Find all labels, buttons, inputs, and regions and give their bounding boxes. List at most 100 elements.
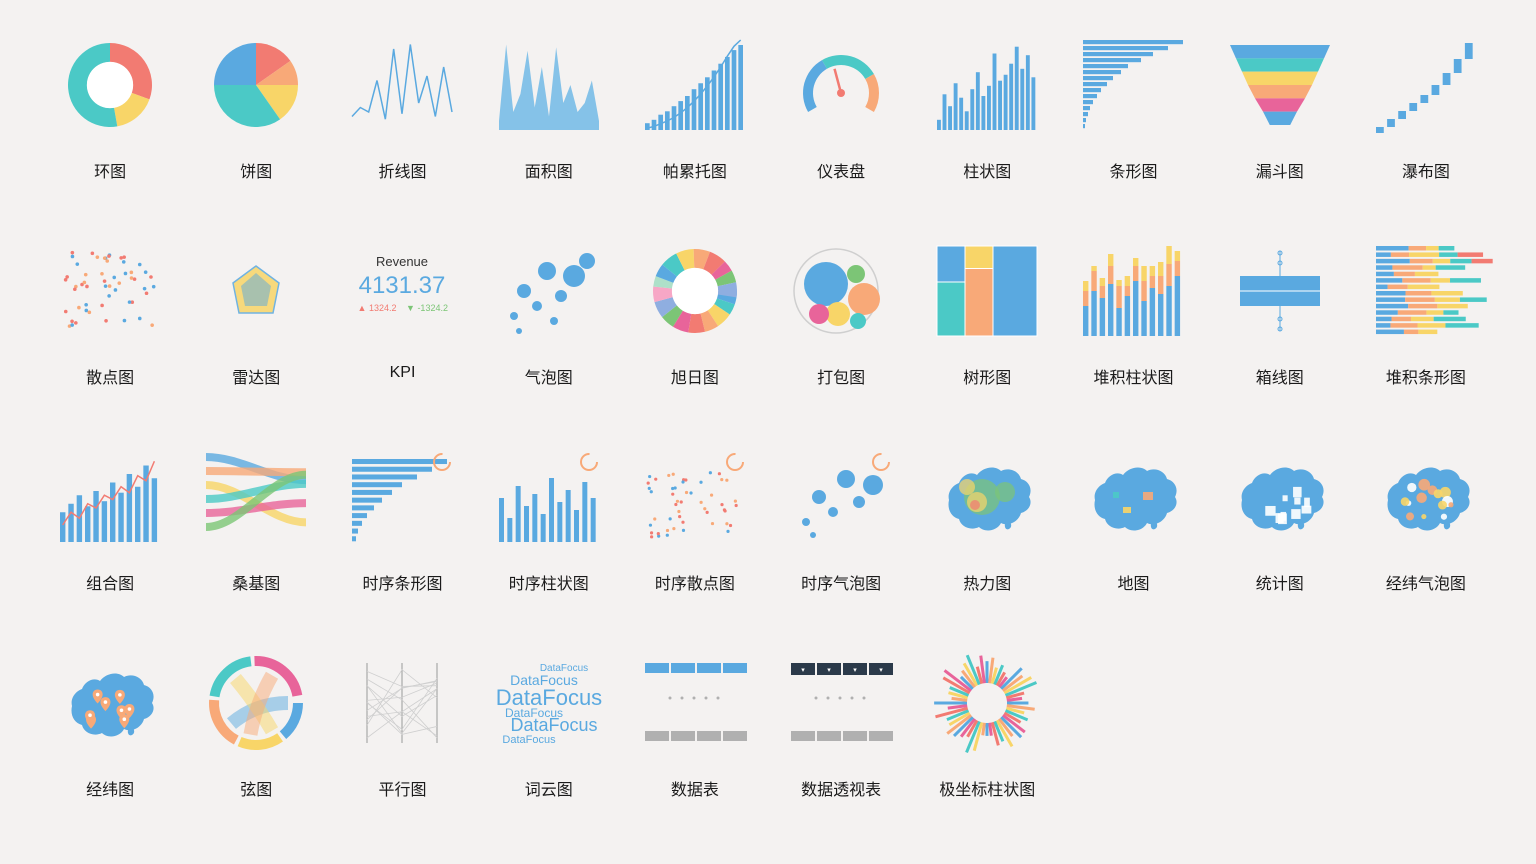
svg-text:Revenue: Revenue xyxy=(376,254,428,269)
chart-thumb-area xyxy=(489,30,609,140)
chart-cell-tsscatter[interactable]: 时序散点图 xyxy=(625,442,765,642)
chart-cell-line[interactable]: 折线图 xyxy=(332,30,472,230)
chart-thumb-box xyxy=(1220,236,1340,346)
chart-label: 桑基图 xyxy=(232,570,280,594)
chart-thumb-kpi: Revenue 4131.37 ▲ 1324.2 ▼ -1324.2 xyxy=(342,236,462,346)
chart-cell-geomap[interactable]: 经纬图 xyxy=(40,648,180,848)
chart-thumb-tsbubble xyxy=(781,442,901,552)
chart-cell-radar[interactable]: 雷达图 xyxy=(186,236,326,436)
chart-thumb-geobubble xyxy=(1366,442,1486,552)
chart-thumb-pie xyxy=(196,30,316,140)
chart-cell-statmap[interactable]: 统计图 xyxy=(1210,442,1350,642)
svg-text:DataFocus: DataFocus xyxy=(510,715,597,735)
chart-thumb-gauge xyxy=(781,30,901,140)
chart-cell-bubble[interactable]: 气泡图 xyxy=(479,236,619,436)
chart-cell-funnel[interactable]: 漏斗图 xyxy=(1210,30,1350,230)
chart-cell-donut[interactable]: 环图 xyxy=(40,30,180,230)
chart-thumb-stackedcol xyxy=(1073,236,1193,346)
svg-text:DataFocus: DataFocus xyxy=(502,734,556,746)
chart-thumb-radar xyxy=(196,236,316,346)
chart-cell-kpi[interactable]: Revenue4131.37▲ 1324.2▼ -1324.2KPI xyxy=(332,236,472,436)
chart-thumb-barh xyxy=(1073,30,1193,140)
svg-text:▲ 1324.2: ▲ 1324.2 xyxy=(358,303,397,313)
chart-thumb-parallel xyxy=(342,648,462,758)
chart-label: 经纬气泡图 xyxy=(1386,570,1466,594)
chart-cell-geobubble[interactable]: 经纬气泡图 xyxy=(1356,442,1496,642)
chart-label: 词云图 xyxy=(525,776,573,800)
chart-cell-treemap[interactable]: 树形图 xyxy=(917,236,1057,436)
chart-cell-pack[interactable]: 打包图 xyxy=(771,236,911,436)
chart-label: 统计图 xyxy=(1256,570,1304,594)
chart-label: 散点图 xyxy=(86,364,134,388)
chart-cell-sankey[interactable]: 桑基图 xyxy=(186,442,326,642)
chart-gallery-grid: 环图饼图折线图 面积图 帕累托图 仪表盘柱状图条形图 漏斗图 瀑布图散点图 雷达图 Reven… xyxy=(0,0,1536,848)
chart-label: 雷达图 xyxy=(232,364,280,388)
chart-cell-waterfall[interactable]: 瀑布图 xyxy=(1356,30,1496,230)
chart-cell-tsbubble[interactable]: 时序气泡图 xyxy=(771,442,911,642)
chart-label: 时序柱状图 xyxy=(509,570,589,594)
chart-thumb-datatable xyxy=(635,648,755,758)
chart-thumb-tsscatter xyxy=(635,442,755,552)
chart-thumb-map xyxy=(1073,442,1193,552)
chart-thumb-wordcloud: DataFocusDataFocusDataFocusDataFocusData… xyxy=(489,648,609,758)
chart-thumb-pivot: ▾▾▾▾ xyxy=(781,648,901,758)
chart-label: 帕累托图 xyxy=(663,158,727,182)
chart-thumb-line xyxy=(342,30,462,140)
chart-cell-box[interactable]: 箱线图 xyxy=(1210,236,1350,436)
chart-cell-column[interactable]: 柱状图 xyxy=(917,30,1057,230)
chart-label: 折线图 xyxy=(378,158,426,182)
chart-thumb-sankey xyxy=(196,442,316,552)
chart-label: 时序散点图 xyxy=(655,570,735,594)
chart-thumb-chord xyxy=(196,648,316,758)
chart-label: 数据透视表 xyxy=(801,776,881,800)
chart-label: 气泡图 xyxy=(525,364,573,388)
chart-cell-wordcloud[interactable]: DataFocusDataFocusDataFocusDataFocusData… xyxy=(479,648,619,848)
chart-label: 经纬图 xyxy=(86,776,134,800)
chart-thumb-column xyxy=(927,30,1047,140)
chart-cell-area[interactable]: 面积图 xyxy=(479,30,619,230)
chart-label: 箱线图 xyxy=(1256,364,1304,388)
chart-label: 数据表 xyxy=(671,776,719,800)
chart-label: 热力图 xyxy=(963,570,1011,594)
chart-label: 组合图 xyxy=(86,570,134,594)
chart-cell-polarbar[interactable]: 极坐标柱状图 xyxy=(917,648,1057,848)
chart-label: 旭日图 xyxy=(671,364,719,388)
chart-cell-datatable[interactable]: 数据表 xyxy=(625,648,765,848)
chart-thumb-combo xyxy=(50,442,170,552)
chart-label: 打包图 xyxy=(817,364,865,388)
chart-thumb-waterfall xyxy=(1366,30,1486,140)
chart-cell-pie[interactable]: 饼图 xyxy=(186,30,326,230)
chart-cell-scatter[interactable]: 散点图 xyxy=(40,236,180,436)
svg-text:▾: ▾ xyxy=(853,667,857,674)
chart-thumb-pareto xyxy=(635,30,755,140)
chart-cell-tsbarh[interactable]: 时序条形图 xyxy=(332,442,472,642)
chart-label: 条形图 xyxy=(1109,158,1157,182)
svg-text:▼ -1324.2: ▼ -1324.2 xyxy=(407,303,449,313)
chart-cell-sunburst[interactable]: 旭日图 xyxy=(625,236,765,436)
chart-cell-chord[interactable]: 弦图 xyxy=(186,648,326,848)
chart-cell-pareto[interactable]: 帕累托图 xyxy=(625,30,765,230)
chart-label: 时序条形图 xyxy=(362,570,442,594)
chart-cell-barh[interactable]: 条形图 xyxy=(1063,30,1203,230)
chart-thumb-bubble xyxy=(489,236,609,346)
chart-cell-stackedcol[interactable]: 堆积柱状图 xyxy=(1063,236,1203,436)
chart-cell-heatmap[interactable]: 热力图 xyxy=(917,442,1057,642)
chart-thumb-treemap xyxy=(927,236,1047,346)
chart-cell-stackedbarh[interactable]: 堆积条形图 xyxy=(1356,236,1496,436)
chart-thumb-statmap xyxy=(1220,442,1340,552)
chart-cell-parallel[interactable]: 平行图 xyxy=(332,648,472,848)
chart-label: 地图 xyxy=(1117,570,1149,594)
chart-cell-combo[interactable]: 组合图 xyxy=(40,442,180,642)
chart-label: 树形图 xyxy=(963,364,1011,388)
chart-thumb-stackedbarh xyxy=(1366,236,1486,346)
svg-text:▾: ▾ xyxy=(801,667,805,674)
chart-label: 面积图 xyxy=(525,158,573,182)
chart-cell-pivot[interactable]: ▾▾▾▾数据透视表 xyxy=(771,648,911,848)
svg-text:4131.37: 4131.37 xyxy=(359,272,446,299)
chart-cell-tscolumn[interactable]: 时序柱状图 xyxy=(479,442,619,642)
chart-cell-map[interactable]: 地图 xyxy=(1063,442,1203,642)
svg-text:▾: ▾ xyxy=(827,667,831,674)
chart-label: 漏斗图 xyxy=(1256,158,1304,182)
chart-thumb-pack xyxy=(781,236,901,346)
chart-cell-gauge[interactable]: 仪表盘 xyxy=(771,30,911,230)
